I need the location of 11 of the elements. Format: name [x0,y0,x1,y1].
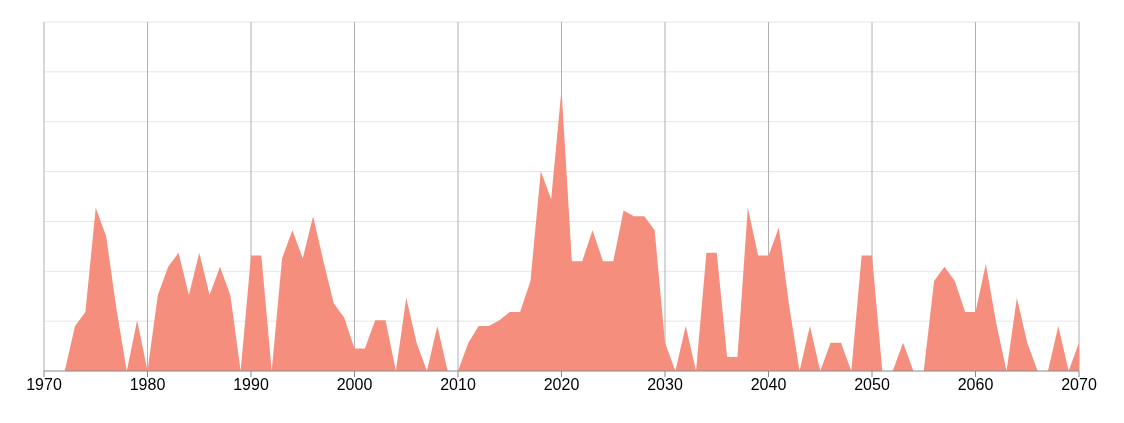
x-tick-label: 1970 [26,376,62,394]
x-tick-label: 1990 [233,376,269,394]
x-tick-label: 2020 [543,376,580,394]
x-tick-label: 2070 [1061,376,1097,394]
x-tick-label: 2040 [750,376,787,394]
x-tick-label: 2010 [440,376,476,394]
x-tick-label: 2060 [957,376,994,394]
x-tick-label: 2030 [647,376,683,394]
x-tick-label: 1980 [129,376,166,394]
x-tick-label: 2050 [854,376,890,394]
x-tick-label: 2000 [336,376,373,394]
